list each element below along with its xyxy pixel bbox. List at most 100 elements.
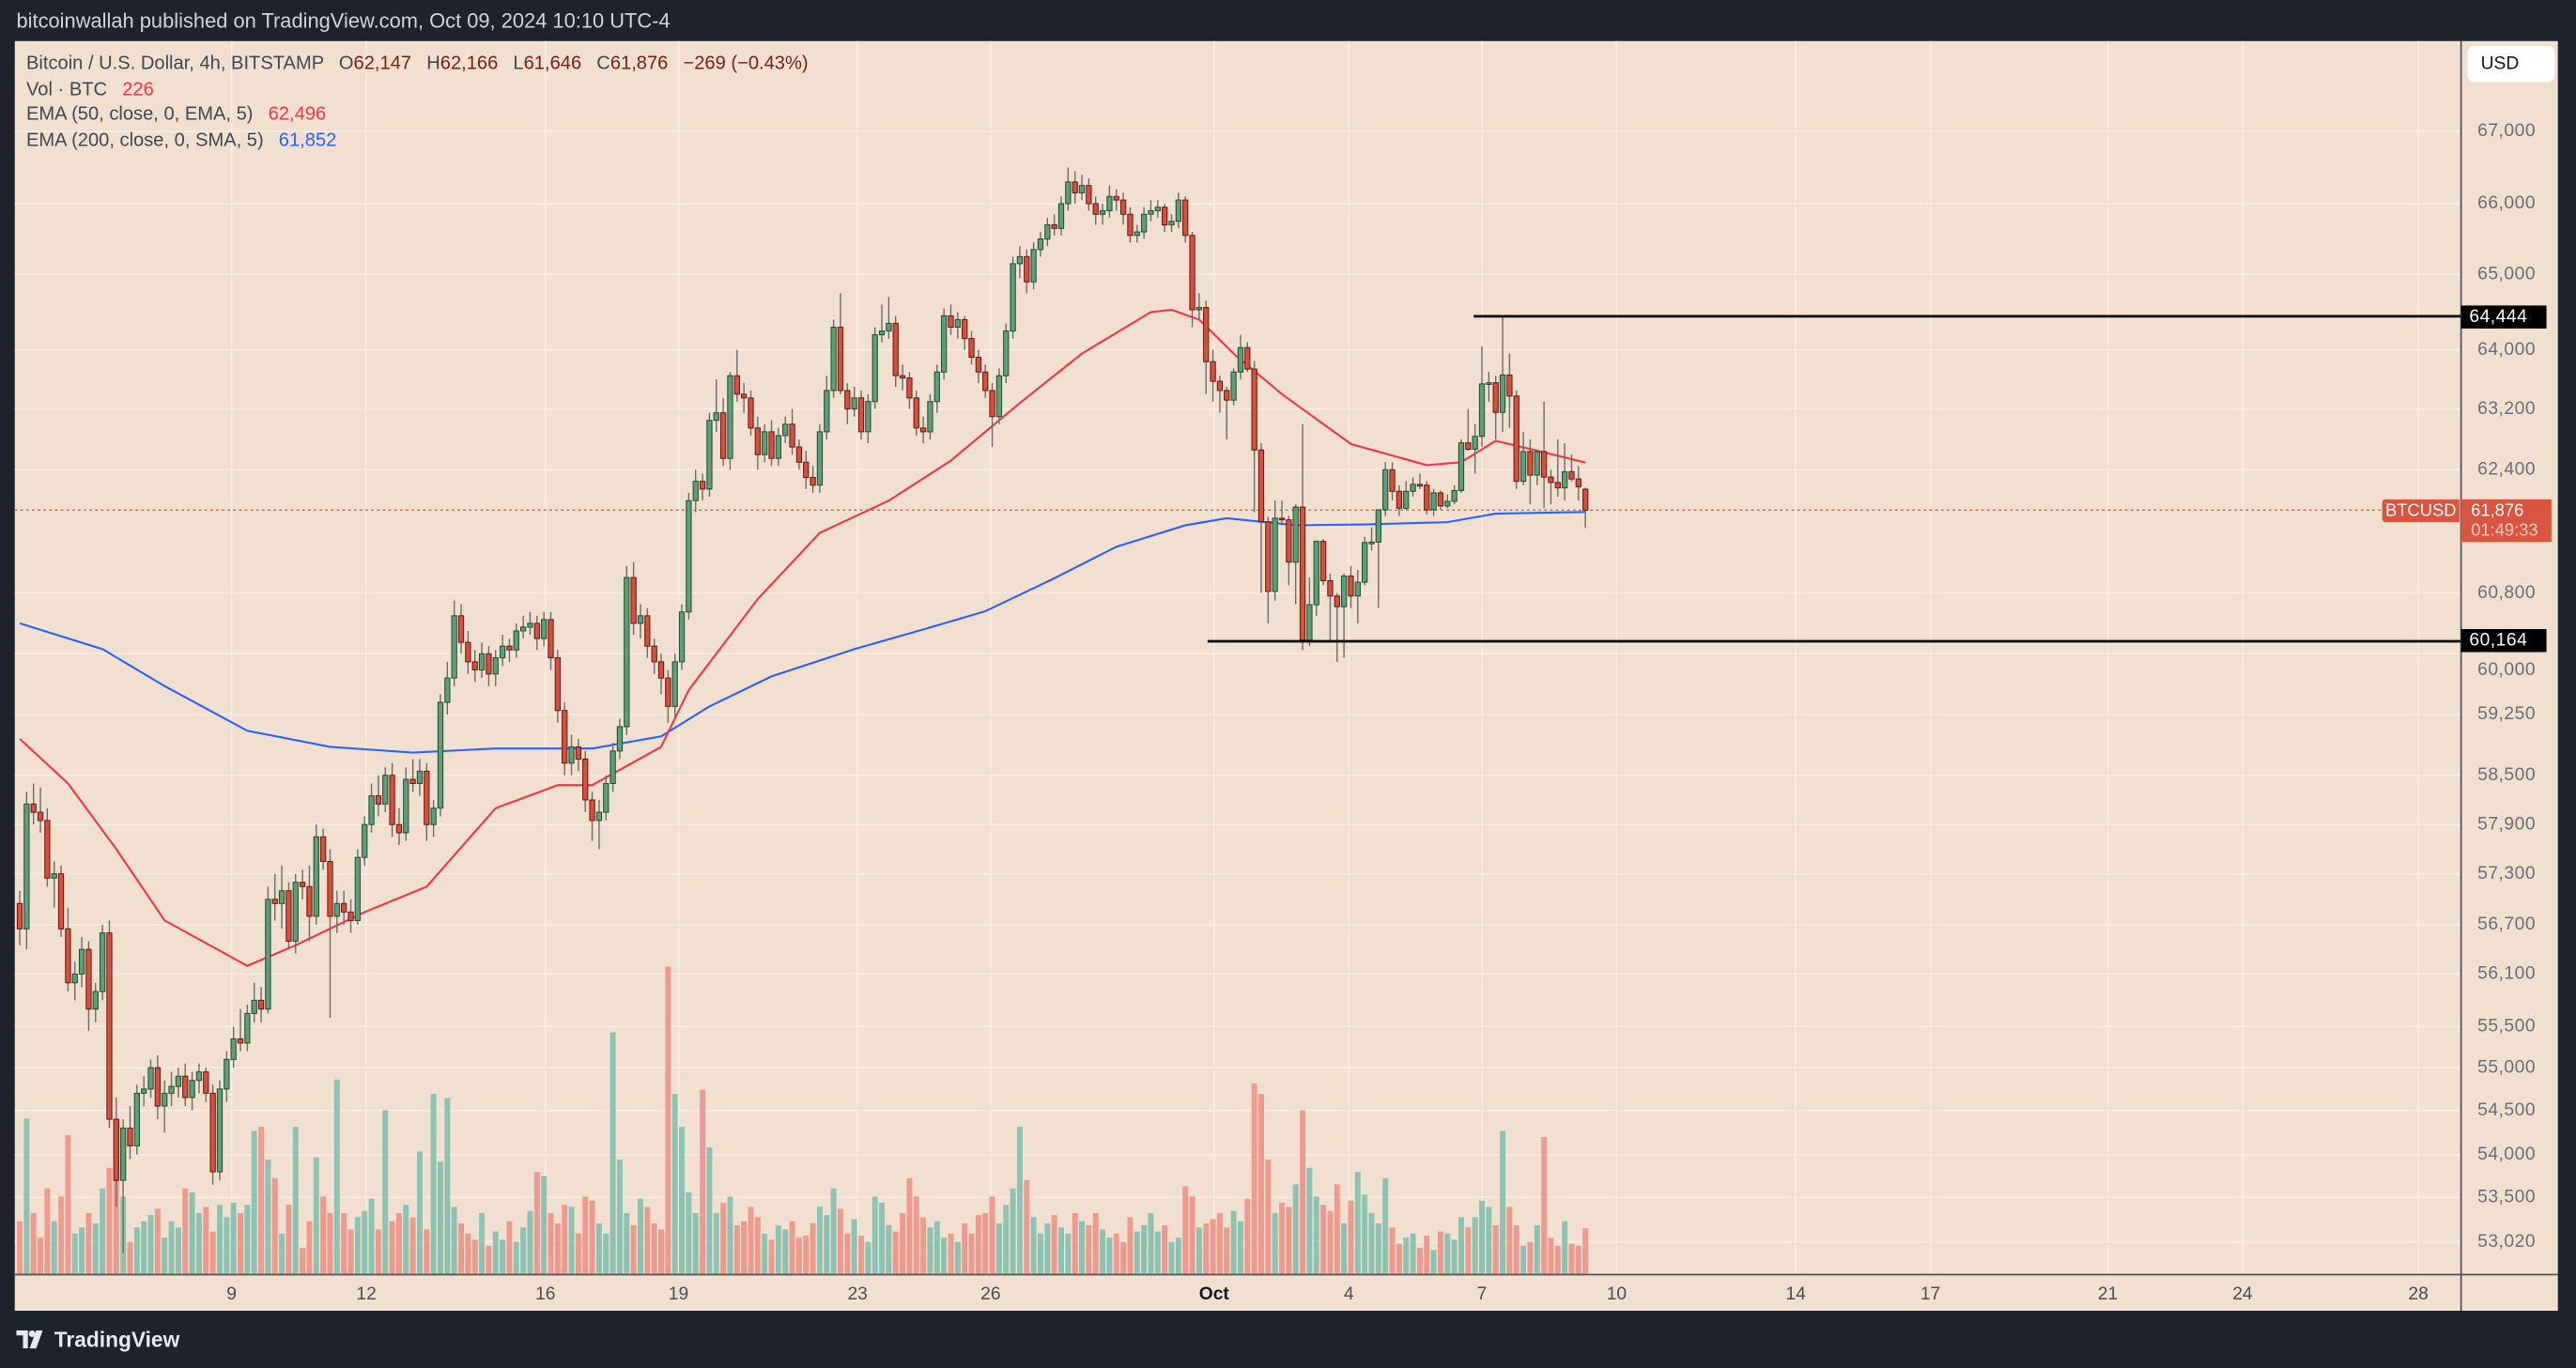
candle-body	[16, 902, 23, 930]
volume-bar	[582, 1196, 589, 1275]
price-axis-label: 54,000	[2477, 1145, 2537, 1165]
candle	[1224, 386, 1230, 439]
candle	[995, 368, 1003, 424]
volume-bar	[368, 1198, 375, 1275]
chart-pane[interactable]	[14, 40, 2558, 1312]
candle-body	[1065, 181, 1072, 205]
candle-body	[347, 911, 354, 921]
candle-body	[1003, 330, 1010, 377]
candle	[1010, 256, 1016, 339]
candle-body	[595, 811, 603, 822]
candle	[575, 738, 582, 772]
ema200-label[interactable]: EMA (200, close, 0, SMA, 5)	[25, 131, 264, 152]
volume-bar	[651, 1222, 657, 1275]
volume-bar	[548, 1212, 554, 1275]
candle	[257, 987, 265, 1022]
volume-bar	[17, 1221, 23, 1275]
volume-bar	[1424, 1235, 1430, 1275]
candle	[1340, 574, 1348, 658]
candle-body	[1251, 368, 1257, 451]
candle	[1313, 540, 1319, 616]
volume-label[interactable]: Vol · BTC	[25, 80, 108, 100]
candle	[1210, 349, 1216, 402]
time-axis-label: 19	[668, 1284, 689, 1305]
tradingview-logo[interactable]: TradingView	[16, 1328, 179, 1352]
candle-body	[1506, 374, 1513, 397]
candle	[1306, 577, 1313, 647]
candle-body	[389, 775, 395, 825]
candle-body	[637, 615, 644, 624]
candle-body	[306, 885, 313, 917]
candle	[810, 466, 816, 493]
volume-bar	[375, 1229, 381, 1275]
candle	[1575, 466, 1581, 501]
volume-bar	[313, 1157, 319, 1275]
candle	[1499, 315, 1506, 432]
volume-bar	[554, 1222, 561, 1275]
volume-bar	[1203, 1222, 1210, 1275]
candle	[519, 615, 527, 639]
candle	[1540, 401, 1548, 509]
volume-bar	[630, 1225, 637, 1275]
tradingview-logo-icon	[16, 1330, 43, 1349]
price-axis-label: 58,500	[2477, 765, 2537, 786]
candle-body	[424, 770, 430, 825]
candle-body	[1016, 255, 1024, 265]
candle	[582, 750, 589, 813]
currency-button[interactable]: USD	[2467, 45, 2555, 83]
candle	[1410, 477, 1416, 498]
symbol-price-tag: BTCUSD	[2382, 499, 2460, 523]
candle-body	[1203, 307, 1210, 362]
candle	[713, 379, 719, 432]
volume-bar	[1051, 1215, 1057, 1275]
candle-body	[630, 576, 637, 624]
volume-bar	[1548, 1237, 1554, 1275]
candle	[465, 630, 471, 674]
candle-body	[1348, 575, 1354, 597]
ema50-label[interactable]: EMA (50, close, 0, EMA, 5)	[25, 105, 254, 126]
volume-bar	[1195, 1227, 1202, 1275]
candle-body	[127, 1127, 133, 1146]
candle-body	[285, 890, 292, 942]
volume-bar	[1286, 1207, 1292, 1275]
volume-bar	[962, 1222, 968, 1275]
candle-body	[1230, 371, 1237, 401]
candle-body	[71, 973, 78, 984]
candle-body	[327, 861, 333, 917]
volume-bar	[1465, 1227, 1472, 1275]
volume-bar	[720, 1202, 727, 1275]
candle-body	[30, 803, 37, 813]
candle	[1486, 372, 1492, 402]
volume-bar	[941, 1237, 948, 1275]
candle-body	[1113, 195, 1119, 201]
volume-bar	[189, 1192, 195, 1275]
candle	[1458, 438, 1465, 493]
candle-body	[857, 397, 865, 433]
price-axis-label: 60,800	[2477, 583, 2537, 604]
candle-body	[554, 657, 562, 712]
volume-bar	[595, 1222, 602, 1275]
volume-bar	[624, 1212, 630, 1275]
volume-bar	[858, 1235, 864, 1275]
candle-body	[865, 401, 872, 433]
candle-body	[899, 375, 906, 379]
candle-body	[1182, 199, 1189, 237]
volume-bar	[1541, 1137, 1548, 1275]
candle	[1327, 574, 1334, 643]
symbol-description[interactable]: Bitcoin / U.S. Dollar, 4h, BITSTAMP	[25, 54, 324, 74]
attribution-bar: bitcoinwallah published on TradingView.c…	[0, 0, 2576, 41]
candle	[1134, 224, 1140, 243]
candle-body	[1024, 255, 1030, 283]
candle-body	[616, 726, 624, 752]
volume-bar	[389, 1221, 395, 1275]
volume-bar	[1216, 1212, 1223, 1275]
volume-bar	[203, 1207, 209, 1275]
candle	[1368, 527, 1375, 551]
candle	[189, 1071, 195, 1111]
bar-countdown: 01:49:33	[2471, 520, 2538, 541]
candle-body	[844, 390, 851, 410]
volume-bar	[1375, 1222, 1381, 1275]
volume-bar	[851, 1219, 857, 1275]
candle	[975, 349, 982, 384]
